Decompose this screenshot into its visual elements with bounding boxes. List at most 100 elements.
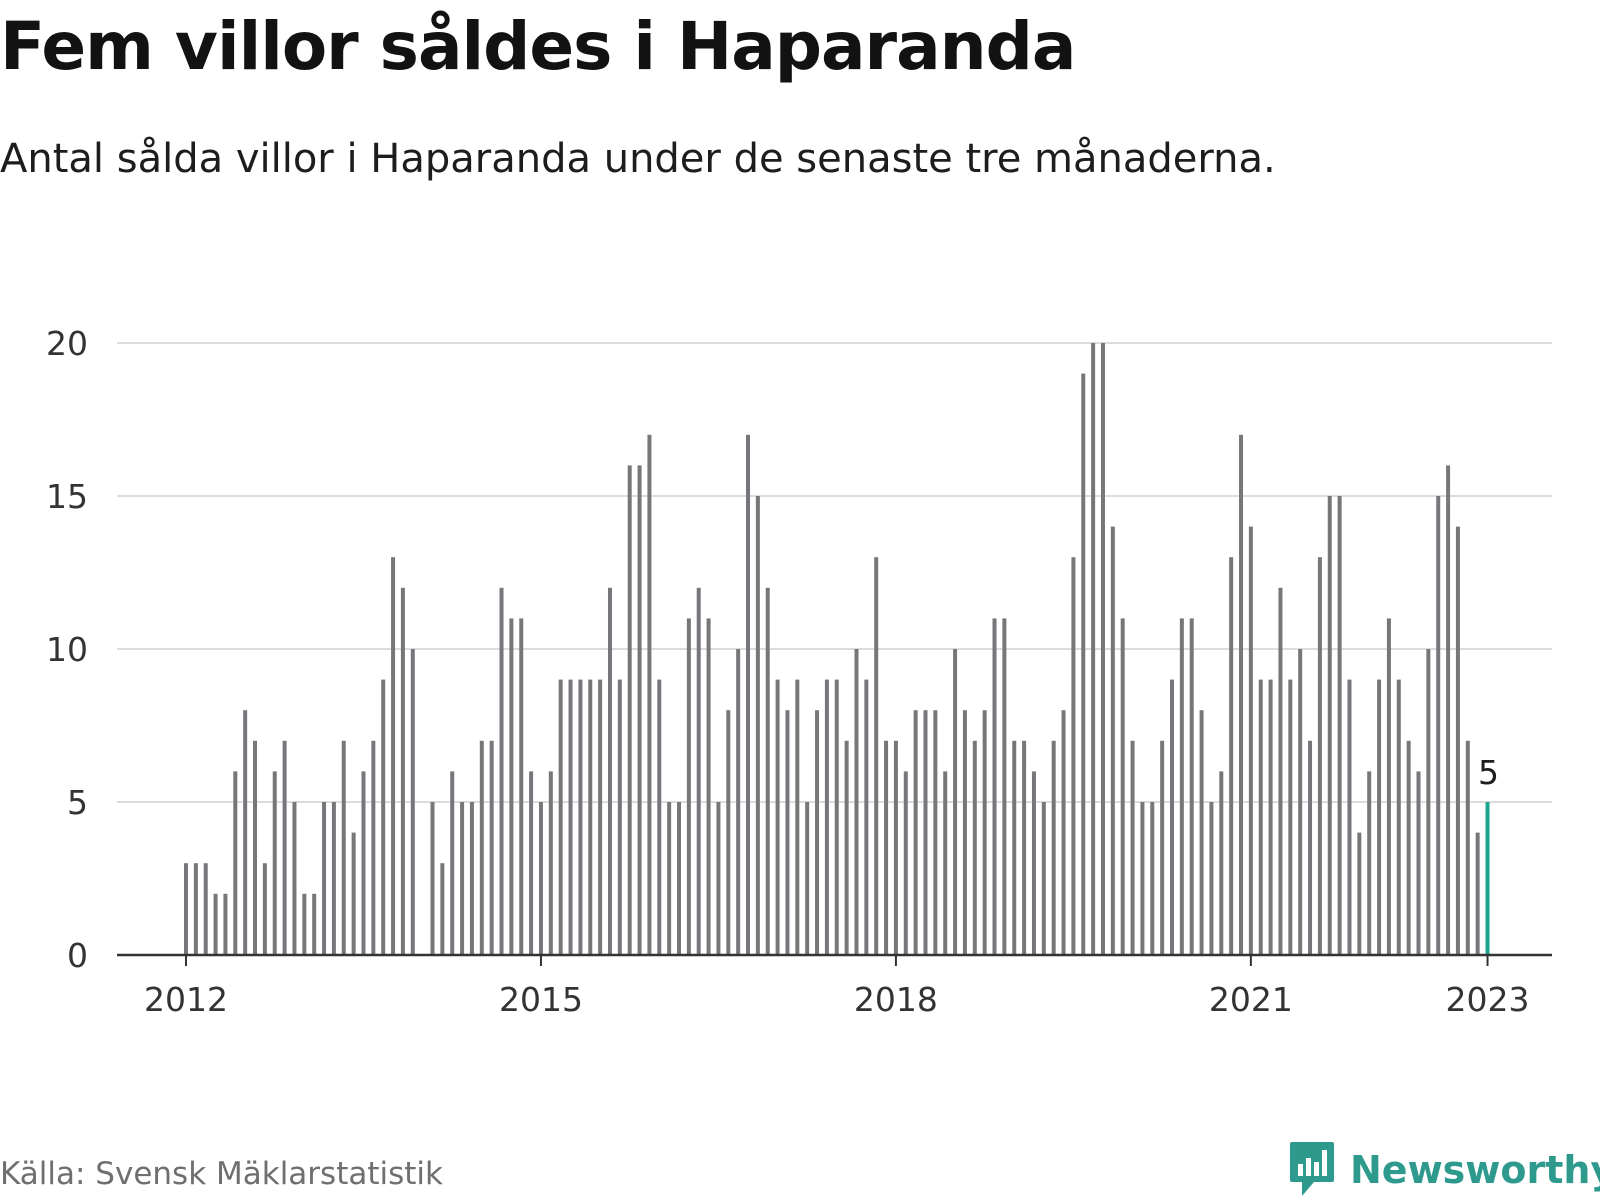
bar <box>677 802 681 955</box>
bar <box>548 771 553 955</box>
bar <box>943 771 948 955</box>
bar <box>1455 526 1460 955</box>
bar <box>667 802 672 955</box>
bar <box>341 740 346 955</box>
bar <box>1239 434 1244 955</box>
bar <box>538 802 543 955</box>
bar <box>469 802 474 955</box>
bar <box>795 679 800 955</box>
bar <box>262 863 267 955</box>
bar <box>331 802 336 955</box>
bar <box>381 679 386 955</box>
bar <box>1120 618 1125 955</box>
bar <box>1416 771 1421 955</box>
chart-subtitle: Antal sålda villor i Haparanda under de … <box>0 136 1276 182</box>
bar <box>1002 618 1007 955</box>
bar <box>982 710 987 955</box>
bar <box>1051 740 1056 955</box>
bar <box>1446 465 1451 955</box>
source-note: Källa: Svensk Mäklarstatistik <box>0 1156 443 1192</box>
bar <box>509 618 514 955</box>
bar <box>607 587 612 955</box>
bar <box>598 679 603 955</box>
bar <box>923 710 928 955</box>
bar <box>1041 802 1046 955</box>
bar <box>686 618 691 955</box>
bar <box>1219 771 1224 955</box>
bar <box>746 434 751 955</box>
bar <box>765 587 770 955</box>
bar <box>874 557 879 955</box>
bar <box>312 893 317 955</box>
bar <box>706 618 711 955</box>
x-tick-label: 2021 <box>1209 980 1293 1019</box>
bar <box>450 771 455 955</box>
bar <box>1150 802 1155 955</box>
bar <box>578 679 583 955</box>
bar <box>1189 618 1194 955</box>
bar <box>479 740 484 955</box>
bar <box>844 740 849 955</box>
bar <box>253 740 258 955</box>
brand-logo: Newsworthy <box>1288 1140 1600 1200</box>
highlight-data-label: 5 <box>1478 753 1499 792</box>
y-tick-label: 10 <box>46 630 88 669</box>
bar <box>775 679 780 955</box>
bar <box>1248 526 1253 955</box>
bar <box>1061 710 1066 955</box>
bar <box>410 649 415 955</box>
bar <box>785 710 790 955</box>
bar <box>302 893 307 955</box>
bar <box>588 679 593 955</box>
bar <box>834 679 839 955</box>
bar <box>824 679 829 955</box>
bar <box>233 771 238 955</box>
bar <box>1100 343 1105 955</box>
bar <box>992 618 997 955</box>
bar <box>1091 343 1096 955</box>
bar <box>1357 832 1362 955</box>
bar <box>1130 740 1135 955</box>
bar <box>637 465 642 955</box>
bar <box>223 893 228 955</box>
bar-chart: 0 5 10 15 20 2012 2015 2018 2021 2023 5 <box>46 324 1552 1019</box>
y-tick-label: 15 <box>46 477 88 516</box>
bar <box>351 832 356 955</box>
bar <box>696 587 701 955</box>
bar <box>864 679 869 955</box>
bar <box>962 710 967 955</box>
bar <box>1258 679 1263 955</box>
bar <box>430 802 435 955</box>
bar <box>1298 649 1303 955</box>
bar <box>1317 557 1322 955</box>
bar <box>400 587 405 955</box>
bar <box>322 802 327 955</box>
bar <box>1031 771 1036 955</box>
bar <box>193 863 198 955</box>
bar <box>1288 679 1293 955</box>
bar <box>972 740 977 955</box>
bar <box>1110 526 1115 955</box>
bar <box>893 740 898 955</box>
bar <box>371 740 376 955</box>
bar <box>1022 740 1027 955</box>
y-tick-label: 0 <box>67 936 88 975</box>
bar <box>805 802 810 955</box>
bar <box>282 740 287 955</box>
bar <box>903 771 908 955</box>
x-tick-label: 2018 <box>854 980 938 1019</box>
bar <box>1377 679 1382 955</box>
bar <box>815 710 820 955</box>
bar <box>243 710 248 955</box>
bar <box>1229 557 1234 955</box>
bar <box>1327 496 1332 955</box>
bar <box>499 587 504 955</box>
bar <box>184 863 188 955</box>
x-tick-label: 2023 <box>1446 980 1530 1019</box>
bar <box>1140 802 1145 955</box>
bar <box>1436 496 1441 955</box>
bar <box>1347 679 1352 955</box>
bar <box>1475 832 1480 955</box>
bar <box>529 771 534 955</box>
bar <box>292 802 297 955</box>
